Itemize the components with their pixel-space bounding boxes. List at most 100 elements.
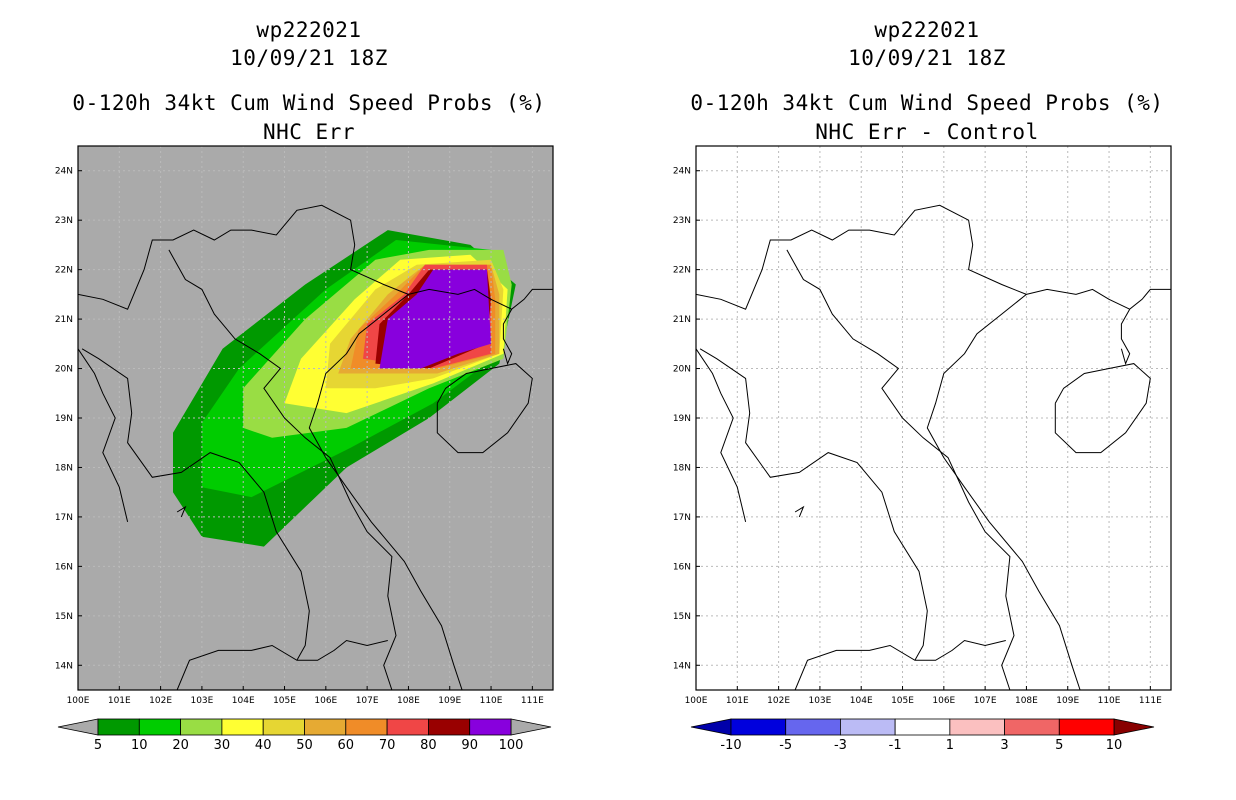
map-border-line bbox=[1054, 363, 1151, 454]
y-tick-label: 21N bbox=[55, 315, 73, 325]
colorbar-swatch bbox=[97, 718, 140, 736]
colorbar-label: 90 bbox=[461, 738, 478, 753]
map-border-line bbox=[699, 348, 928, 661]
datetime-title: 10/09/21 18Z bbox=[848, 46, 1006, 70]
colorbar-over-arrow bbox=[1113, 718, 1155, 736]
colorbar-swatch bbox=[894, 718, 951, 736]
y-tick-label: 17N bbox=[673, 513, 691, 523]
colorbar-swatch bbox=[427, 718, 471, 736]
subtitle: NHC Err bbox=[262, 120, 355, 144]
x-tick-label: 111E bbox=[1139, 696, 1162, 706]
y-tick-label: 21N bbox=[673, 315, 691, 325]
map-border-line bbox=[794, 639, 1006, 690]
colorbar-swatch bbox=[138, 718, 182, 736]
colorbar-under-arrow bbox=[690, 718, 732, 736]
y-tick-label: 15N bbox=[55, 612, 73, 622]
map-border-line bbox=[408, 288, 553, 310]
x-tick-label: 103E bbox=[808, 696, 831, 706]
x-tick-label: 103E bbox=[190, 696, 213, 706]
colorbar-label: 20 bbox=[172, 738, 189, 753]
colorbar-label: 1 bbox=[946, 738, 954, 753]
map-border-line bbox=[1120, 308, 1131, 366]
colorbar-swatch bbox=[1058, 718, 1115, 736]
x-tick-label: 104E bbox=[850, 696, 873, 706]
colorbar-swatch bbox=[840, 718, 896, 736]
y-tick-label: 23N bbox=[55, 216, 73, 226]
probability-map: 100E 101E 102E 103E 104E 105E 106E 107E 108E 109E… bbox=[55, 145, 554, 753]
colorbar-swatch bbox=[949, 718, 1005, 736]
y-tick-label: 18N bbox=[55, 463, 73, 473]
colorbar-swatch bbox=[345, 718, 388, 736]
coastlines-borders bbox=[696, 204, 1171, 690]
colorbar-swatch bbox=[304, 718, 347, 736]
y-tick-label: 16N bbox=[55, 562, 73, 572]
map-border-line bbox=[308, 294, 463, 690]
colorbar-label: 70 bbox=[379, 738, 396, 753]
y-tick-label: 24N bbox=[673, 167, 691, 177]
map-border-line bbox=[78, 204, 409, 310]
y-tick-label: 24N bbox=[55, 167, 73, 177]
x-tick-label: 101E bbox=[726, 696, 749, 706]
map-border-line bbox=[502, 308, 513, 366]
y-tick-label: 20N bbox=[55, 365, 73, 375]
map-border-line bbox=[794, 505, 805, 518]
colorbar: -10 -5 -3 -1 1 3 5 10 bbox=[690, 718, 1155, 753]
map-border-line bbox=[168, 249, 397, 690]
colorbar-label: 10 bbox=[131, 738, 148, 753]
colorbar-over-arrow bbox=[510, 718, 552, 736]
storm-id-title: wp222021 bbox=[874, 18, 980, 42]
y-tick-label: 14N bbox=[55, 661, 73, 671]
map-border-line bbox=[176, 639, 388, 690]
storm-id-title: wp222021 bbox=[256, 18, 362, 42]
subtitle: NHC Err - Control bbox=[815, 120, 1039, 144]
y-tick-label: 16N bbox=[673, 562, 691, 572]
map-border-line bbox=[1026, 288, 1171, 310]
colorbar-swatch bbox=[469, 718, 512, 736]
colorbar-label: -5 bbox=[779, 738, 792, 753]
colorbar-label: 30 bbox=[214, 738, 231, 753]
map-border-line bbox=[926, 294, 1081, 690]
x-tick-label: 109E bbox=[1056, 696, 1079, 706]
y-tick-label: 17N bbox=[55, 513, 73, 523]
colorbar-label: 100 bbox=[499, 738, 524, 753]
map-content bbox=[696, 146, 1171, 690]
colorbar-swatch bbox=[785, 718, 841, 736]
colorbar-label: 80 bbox=[420, 738, 437, 753]
coastlines-borders bbox=[78, 204, 553, 690]
probability-contour-90 bbox=[379, 269, 491, 369]
x-tick-label: 100E bbox=[67, 696, 90, 706]
map-content bbox=[78, 146, 553, 690]
product-title: 0-120h 34kt Cum Wind Speed Probs (%) bbox=[690, 91, 1164, 115]
colorbar-label: 40 bbox=[255, 738, 272, 753]
colorbar-swatch bbox=[221, 718, 264, 736]
x-tick-label: 108E bbox=[1015, 696, 1038, 706]
datetime-title: 10/09/21 18Z bbox=[230, 46, 388, 70]
y-tick-label: 15N bbox=[673, 612, 691, 622]
y-tick-label: 19N bbox=[55, 414, 73, 424]
y-tick-label: 22N bbox=[55, 266, 73, 276]
colorbar-label: 3 bbox=[1000, 738, 1008, 753]
y-tick-label: 14N bbox=[673, 661, 691, 671]
colorbar-under-arrow bbox=[57, 718, 99, 736]
map-border-line bbox=[81, 348, 310, 661]
colorbar-swatch bbox=[386, 718, 429, 736]
map-border-line bbox=[786, 249, 1015, 690]
map-border-line bbox=[696, 204, 1027, 310]
map-border-line bbox=[176, 505, 187, 518]
x-tick-label: 106E bbox=[932, 696, 955, 706]
right-panel: wp222021 10/09/21 18Z 0-120h 34kt Cum Wi… bbox=[618, 0, 1236, 800]
colorbar-label: 5 bbox=[1055, 738, 1063, 753]
colorbar-label: -3 bbox=[834, 738, 847, 753]
y-tick-label: 18N bbox=[673, 463, 691, 473]
map-border-line bbox=[696, 348, 747, 523]
colorbar-label: 10 bbox=[1106, 738, 1123, 753]
x-tick-label: 106E bbox=[314, 696, 337, 706]
colorbar-label: -1 bbox=[889, 738, 902, 753]
x-tick-label: 102E bbox=[149, 696, 172, 706]
map-border-line bbox=[436, 363, 533, 454]
difference-map: 100E 101E 102E 103E 104E 105E 106E 107E 108E 109E… bbox=[673, 145, 1172, 753]
x-tick-label: 102E bbox=[767, 696, 790, 706]
colorbar-swatch bbox=[262, 718, 305, 736]
x-tick-label: 108E bbox=[397, 696, 420, 706]
colorbar-swatch bbox=[730, 718, 787, 736]
